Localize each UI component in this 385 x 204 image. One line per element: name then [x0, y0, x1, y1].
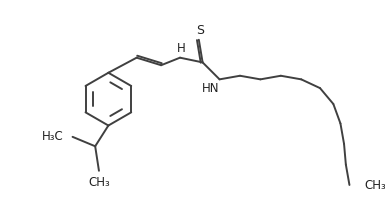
- Text: CH₃: CH₃: [88, 175, 110, 188]
- Text: H₃C: H₃C: [42, 130, 63, 143]
- Text: HN: HN: [201, 82, 219, 95]
- Text: S: S: [196, 24, 204, 37]
- Text: CH₃: CH₃: [365, 178, 385, 192]
- Text: H: H: [177, 42, 185, 54]
